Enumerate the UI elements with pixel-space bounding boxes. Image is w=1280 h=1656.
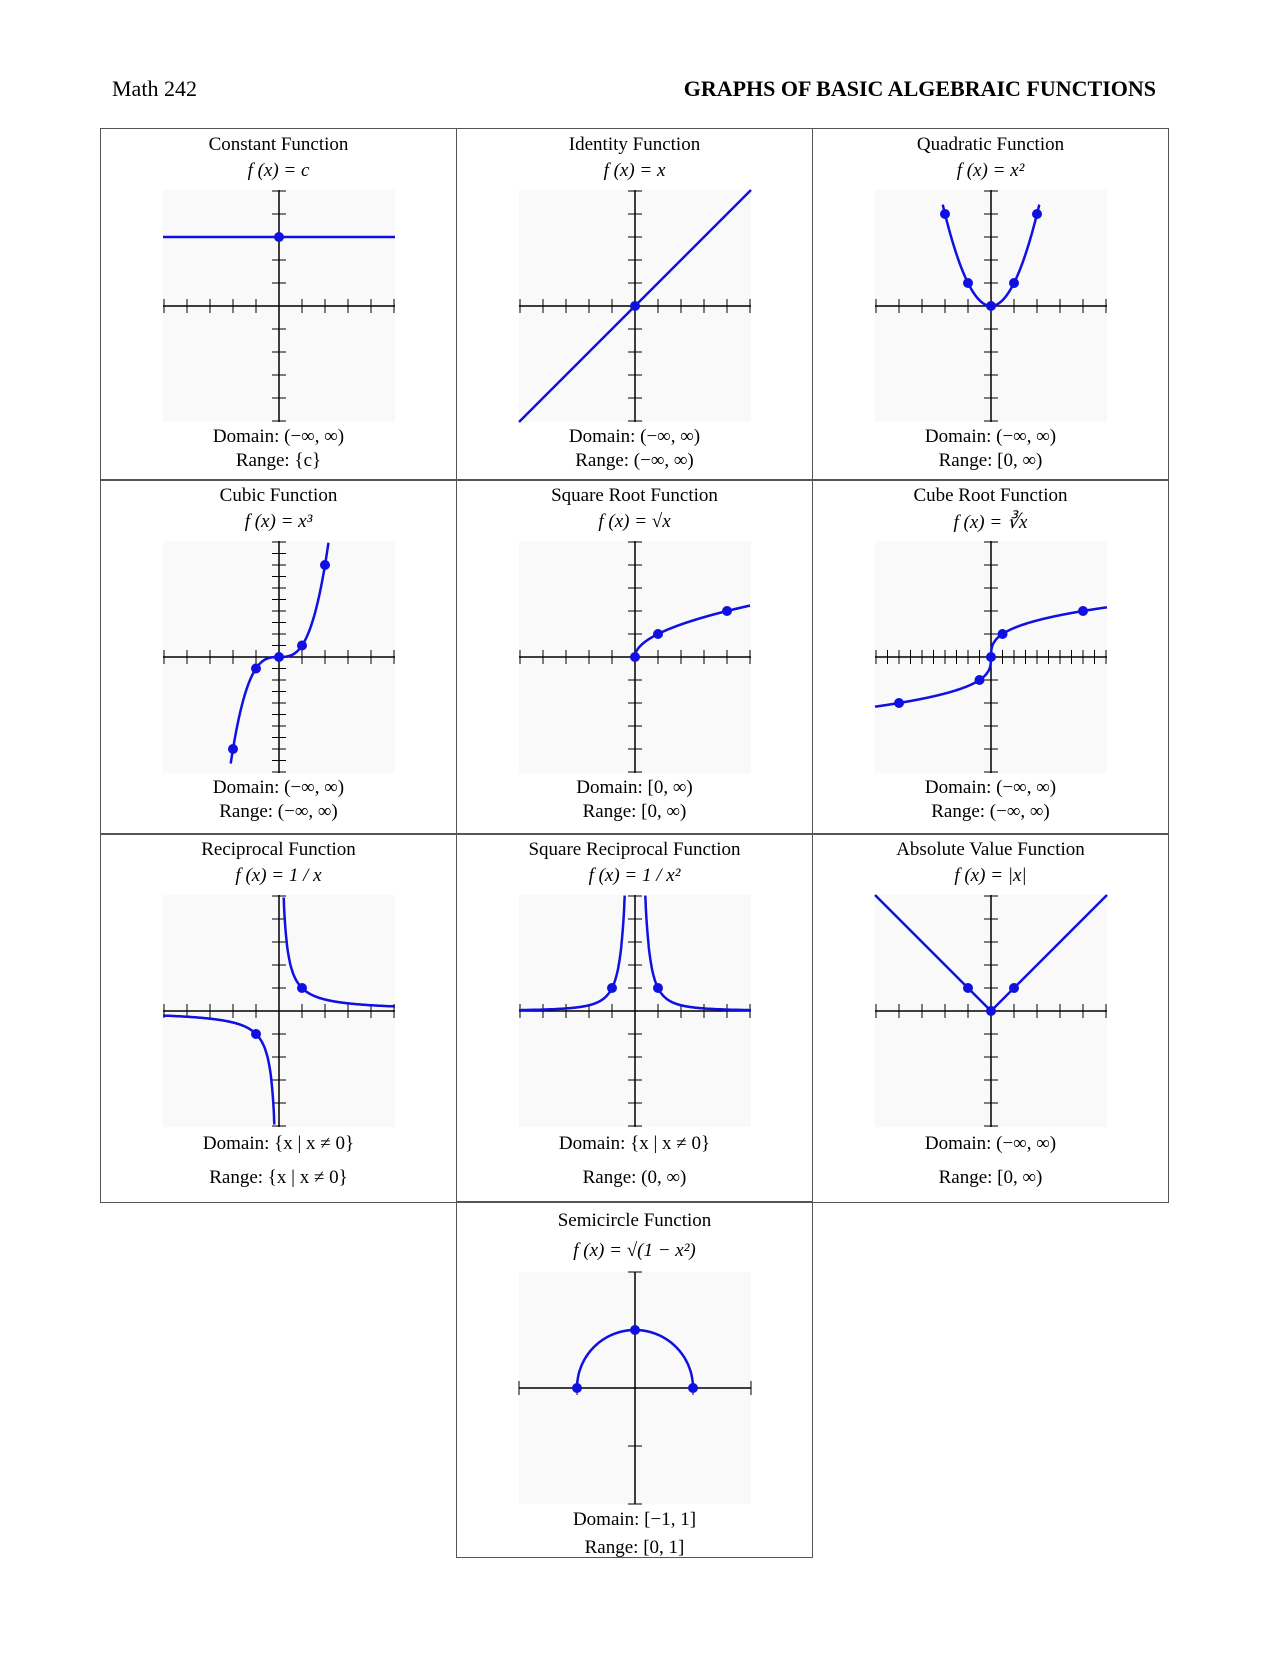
range: Range: [0, 1]	[584, 1537, 685, 1558]
point	[997, 629, 1008, 639]
graph	[874, 894, 1108, 1127]
point	[274, 232, 284, 242]
function-name: Square Reciprocal Function	[528, 839, 741, 860]
graph	[519, 541, 751, 773]
graph	[519, 895, 751, 1127]
range: Range: [0, ∞)	[938, 450, 1043, 471]
range: Range: (0, ∞)	[582, 1167, 687, 1188]
domain: Domain: (−∞, ∞)	[924, 1133, 1057, 1154]
range: Range: (−∞, ∞)	[931, 801, 1050, 822]
graph	[518, 189, 752, 423]
formula: f (x) = √x	[598, 511, 671, 532]
point	[251, 1029, 261, 1039]
graph	[875, 190, 1107, 422]
range: Range: (−∞, ∞)	[575, 450, 694, 471]
formula: f (x) = x²	[956, 160, 1025, 181]
point	[986, 301, 996, 311]
point	[1009, 278, 1019, 288]
function-name: Cube Root Function	[913, 485, 1068, 506]
page-title: GRAPHS OF BASIC ALGEBRAIC FUNCTIONS	[683, 76, 1156, 101]
point	[228, 744, 238, 754]
point	[653, 629, 663, 639]
graph	[518, 1271, 752, 1505]
point	[607, 983, 617, 993]
function-cell: Absolute Value Function f (x) = |x| Domain…	[812, 833, 1169, 1203]
point	[630, 652, 640, 662]
function-cell: Cubic Function f (x) = x³ Domain: (−∞, ∞) R…	[100, 479, 457, 835]
domain: Domain: [−1, 1]	[572, 1509, 697, 1530]
point	[630, 301, 640, 311]
curve	[644, 895, 751, 1012]
domain: Domain: [0, ∞)	[576, 777, 693, 798]
graph	[163, 190, 395, 422]
domain: Domain: (−∞, ∞)	[924, 777, 1057, 798]
function-name: Identity Function	[568, 134, 701, 155]
domain: Domain: (−∞, ∞)	[212, 426, 345, 447]
point	[572, 1383, 582, 1393]
function-name: Quadratic Function	[916, 134, 1065, 155]
course-label: Math 242	[112, 76, 197, 101]
point	[320, 560, 330, 570]
range: Range: (−∞, ∞)	[219, 801, 338, 822]
function-cell: Semicircle Function f (x) = √(1 − x²) Doma…	[456, 1201, 813, 1558]
formula: f (x) = 1 / x²	[588, 865, 681, 886]
formula: f (x) = c	[247, 160, 310, 181]
domain: Domain: (−∞, ∞)	[924, 426, 1057, 447]
domain: Domain: {x | x ≠ 0}	[558, 1133, 711, 1154]
point	[297, 983, 307, 993]
point	[940, 209, 950, 219]
point	[986, 652, 996, 662]
formula: f (x) = √(1 − x²)	[573, 1240, 696, 1261]
formula: f (x) = x	[603, 160, 666, 181]
function-cell: Square Reciprocal Function f (x) = 1 / x²…	[456, 833, 813, 1203]
function-cell: Identity Function f (x) = x Domain: (−∞, ∞…	[456, 128, 813, 481]
function-cell: Constant Function f (x) = c Domain: (−∞, ∞…	[100, 128, 457, 481]
point	[963, 983, 973, 993]
formula: f (x) = ∛x	[953, 512, 1028, 533]
point	[963, 278, 973, 288]
range: Range: [0, ∞)	[582, 801, 687, 822]
graph	[874, 541, 1108, 773]
formula: f (x) = x³	[244, 511, 313, 532]
function-name: Semicircle Function	[557, 1210, 712, 1231]
range: Range: {x | x ≠ 0}	[209, 1167, 348, 1188]
function-cell: Cube Root Function f (x) = ∛x Domain: (−∞,…	[812, 479, 1169, 835]
point	[986, 1006, 996, 1016]
point	[722, 606, 732, 616]
function-name: Cubic Function	[219, 485, 338, 506]
function-name: Square Root Function	[551, 485, 718, 506]
point	[630, 1325, 640, 1335]
function-cell: Reciprocal Function f (x) = 1 / x Domain: …	[100, 833, 457, 1203]
graph	[163, 895, 395, 1127]
domain: Domain: (−∞, ∞)	[568, 426, 701, 447]
graph	[163, 541, 395, 773]
formula: f (x) = 1 / x	[235, 865, 322, 886]
range: Range: [0, ∞)	[938, 1167, 1043, 1188]
point	[688, 1383, 698, 1393]
function-cell: Quadratic Function f (x) = x² Domain: (−∞,…	[812, 128, 1169, 481]
function-name: Constant Function	[208, 134, 349, 155]
domain: Domain: {x | x ≠ 0}	[202, 1133, 355, 1154]
point	[1009, 983, 1019, 993]
function-cell: Square Root Function f (x) = √x Domain: [0…	[456, 479, 813, 835]
domain: Domain: (−∞, ∞)	[212, 777, 345, 798]
point	[297, 640, 307, 651]
point	[251, 663, 261, 674]
range: Range: {c}	[235, 450, 322, 471]
point	[894, 698, 904, 708]
point	[653, 983, 663, 993]
point	[274, 652, 284, 662]
point	[974, 675, 985, 685]
function-name: Absolute Value Function	[896, 839, 1085, 860]
formula: f (x) = |x|	[954, 865, 1027, 886]
curve	[519, 895, 626, 1012]
point	[1078, 606, 1088, 616]
function-name: Reciprocal Function	[201, 839, 356, 860]
point	[1032, 209, 1042, 219]
